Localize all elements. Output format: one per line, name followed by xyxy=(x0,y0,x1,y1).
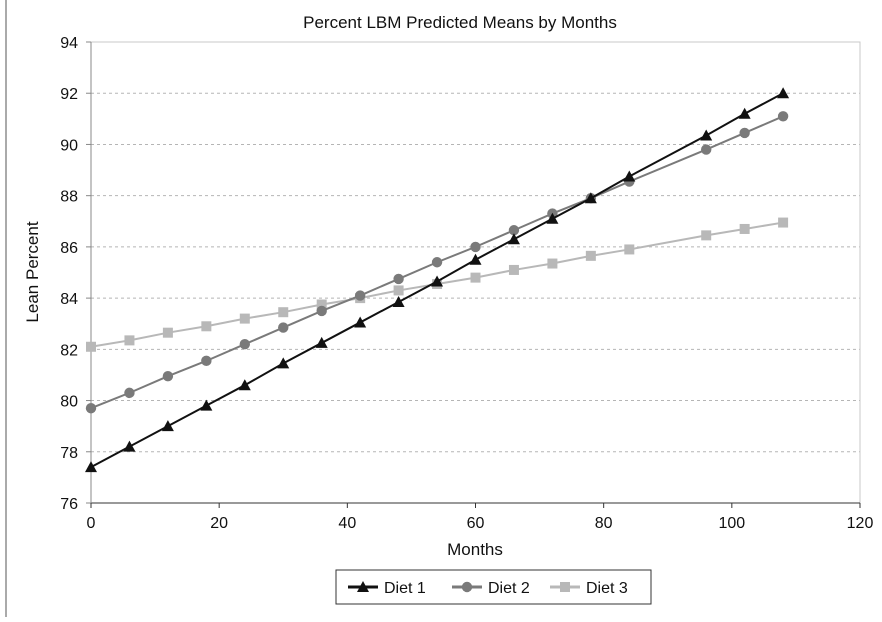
data-point xyxy=(85,461,97,473)
data-point xyxy=(277,357,290,369)
x-axis-label: Months xyxy=(447,540,503,559)
data-point xyxy=(431,275,444,287)
y-tick-label: 80 xyxy=(60,394,78,411)
data-point xyxy=(431,257,443,268)
series-layer xyxy=(85,87,790,473)
y-tick-label: 78 xyxy=(60,445,78,462)
legend: Diet 1 Diet 2 Diet 3 xyxy=(335,569,652,605)
x-tick-label: 60 xyxy=(467,515,485,532)
y-tick-label: 84 xyxy=(60,291,78,308)
data-point xyxy=(508,264,519,275)
data-point xyxy=(777,111,789,122)
x-tick-label: 80 xyxy=(595,515,613,532)
data-point xyxy=(354,316,367,328)
x-tick-label: 120 xyxy=(847,515,874,532)
data-point xyxy=(393,285,404,296)
legend-swatch-marker xyxy=(461,581,473,593)
y-axis-label: Lean Percent xyxy=(23,221,42,322)
series-2 xyxy=(85,111,789,414)
data-point xyxy=(239,313,250,324)
data-point xyxy=(201,355,212,367)
series-line xyxy=(90,221,784,348)
data-point xyxy=(124,387,135,399)
data-point xyxy=(200,399,213,411)
y-tick-label: 92 xyxy=(60,86,78,103)
data-point xyxy=(124,335,135,346)
data-point xyxy=(738,107,751,119)
x-tick-label: 40 xyxy=(338,515,356,532)
data-point xyxy=(278,322,289,333)
series-line xyxy=(90,115,784,410)
data-point xyxy=(701,144,712,155)
data-point xyxy=(316,305,327,317)
data-point xyxy=(701,230,712,241)
y-tick-label: 94 xyxy=(60,35,78,52)
data-point xyxy=(123,440,136,452)
data-point xyxy=(507,233,520,245)
data-point xyxy=(162,327,173,338)
data-point xyxy=(778,217,789,228)
data-point xyxy=(470,272,481,283)
y-tick-label: 90 xyxy=(60,137,78,154)
data-point xyxy=(85,403,97,414)
data-point xyxy=(354,290,366,301)
y-tick-label: 76 xyxy=(60,496,78,513)
chart-title: Percent LBM Predicted Means by Months xyxy=(303,13,617,32)
data-point xyxy=(546,212,559,224)
data-point xyxy=(700,129,713,141)
data-point xyxy=(469,253,482,265)
x-tick-label: 100 xyxy=(718,515,745,532)
series-line xyxy=(90,92,784,469)
x-tick-label: 20 xyxy=(210,515,228,532)
legend-swatch-marker xyxy=(357,581,369,592)
data-point xyxy=(201,321,212,332)
tick-layer: 76 78 80 82 84 86 88 90 92 94 0 20 40 60 80 100 120 xyxy=(60,35,873,532)
data-point xyxy=(508,225,520,236)
data-point xyxy=(547,258,558,269)
data-point xyxy=(86,341,96,352)
series-1 xyxy=(85,87,790,473)
legend-label: Diet 2 xyxy=(488,580,530,597)
legend-frame xyxy=(335,569,652,605)
data-point xyxy=(392,295,405,307)
data-point xyxy=(162,371,174,382)
data-point xyxy=(624,244,635,255)
x-tick-label: 0 xyxy=(87,515,96,532)
data-point xyxy=(393,273,404,285)
data-point xyxy=(316,299,327,310)
data-point xyxy=(161,420,174,432)
legend-swatch-marker xyxy=(560,582,570,592)
data-point xyxy=(739,223,750,234)
y-tick-label: 82 xyxy=(60,342,78,359)
y-tick-label: 86 xyxy=(60,240,78,257)
data-point xyxy=(315,336,328,348)
data-point xyxy=(278,307,289,318)
data-point xyxy=(623,170,636,182)
legend-label: Diet 1 xyxy=(384,580,426,597)
data-point xyxy=(584,192,597,204)
series-3 xyxy=(86,217,789,352)
data-point xyxy=(470,241,481,253)
y-tick-label: 88 xyxy=(60,189,78,206)
data-point xyxy=(239,339,250,350)
data-point xyxy=(739,127,750,139)
data-point xyxy=(238,379,251,391)
data-point xyxy=(777,87,790,99)
legend-label: Diet 3 xyxy=(586,580,628,597)
data-point xyxy=(585,250,596,261)
grid-layer xyxy=(91,92,860,453)
